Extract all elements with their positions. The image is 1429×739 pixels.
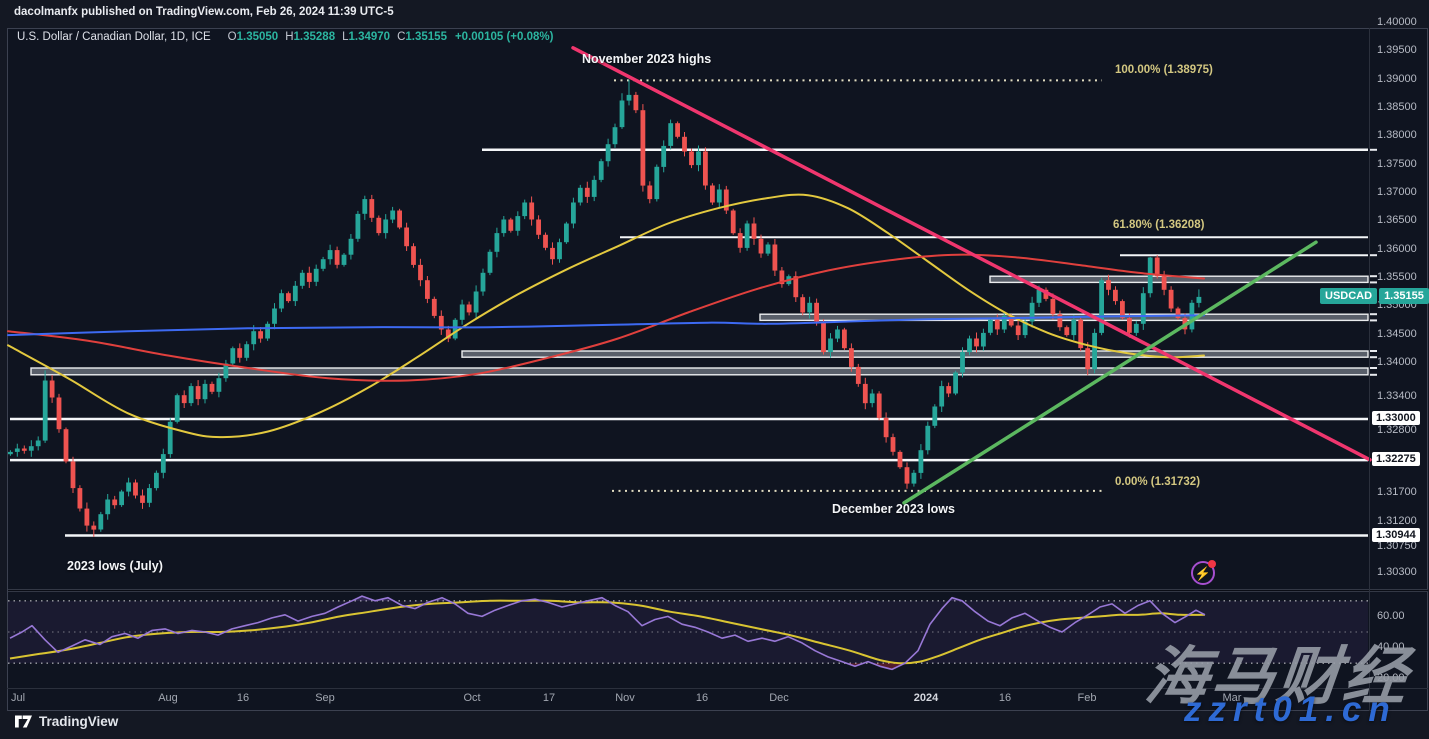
price-tick-label: 1.34000 <box>1377 355 1417 368</box>
price-tick-label: 1.38000 <box>1377 129 1417 142</box>
rsi-tick-label: 40.00 <box>1377 641 1405 654</box>
price-tick-label: 1.33400 <box>1377 389 1417 402</box>
price-tick-label: 1.38500 <box>1377 100 1417 113</box>
price-line-axis-label: 1.30944 <box>1372 527 1420 542</box>
time-tick-label: Mar <box>1222 692 1242 704</box>
annotation-november-2023-highs[interactable]: November 2023 highs <box>582 52 712 66</box>
time-tick-label: 17 <box>542 692 556 704</box>
notification-dot-icon <box>1208 560 1216 568</box>
publish-bar: dacolmanfx published on TradingView.com,… <box>14 6 394 18</box>
price-tick-label: 1.31700 <box>1377 486 1417 499</box>
time-tick-label: Dec <box>769 692 789 704</box>
symbol-title[interactable]: U.S. Dollar / Canadian Dollar, 1D, ICE <box>17 31 211 43</box>
ohlc-change: +0.00105 (+0.08%) <box>454 31 554 43</box>
ohlc-low-label: L <box>342 31 349 43</box>
time-tick-label: 16 <box>236 692 250 704</box>
time-axis-separator <box>7 688 1428 689</box>
price-tick-label: 1.34500 <box>1377 327 1417 340</box>
publish-bar-text: dacolmanfx published on TradingView.com,… <box>14 6 394 18</box>
price-tick-label: 1.37000 <box>1377 185 1417 198</box>
time-tick-label: Feb <box>1077 692 1097 704</box>
price-line-axis-label: 1.33000 <box>1372 411 1420 425</box>
technicals-gauge-button[interactable]: ⚡ <box>1191 560 1216 585</box>
annotation-2023-july-lows[interactable]: 2023 lows (July) <box>67 559 163 573</box>
time-tick-label: Nov <box>615 692 635 704</box>
time-tick-label: 16 <box>998 692 1012 704</box>
price-axis-separator <box>1369 28 1370 711</box>
price-tick-label: 1.35000 <box>1377 299 1417 312</box>
annotation-december-2023-lows[interactable]: December 2023 lows <box>832 502 955 516</box>
time-tick-label: 16 <box>695 692 709 704</box>
rsi-tick-label: 60.00 <box>1377 609 1405 622</box>
ohlc-open-label: O <box>227 31 237 43</box>
symbol-legend[interactable]: U.S. Dollar / Canadian Dollar, 1D, ICE O1… <box>17 31 553 43</box>
price-tick-label: 1.31200 <box>1377 514 1417 527</box>
ohlc-low-value: 1.34970 <box>348 31 391 43</box>
price-tick-label: 1.37500 <box>1377 157 1417 170</box>
tradingview-attribution[interactable]: TradingView <box>15 714 118 729</box>
ohlc-open-value: 1.35050 <box>236 31 279 43</box>
watermark-url-text: zzrt01.cn <box>1184 690 1397 729</box>
price-tick-label: 1.32800 <box>1377 423 1417 436</box>
price-tick-label: 1.39000 <box>1377 72 1417 85</box>
price-line-axis-label: 1.32275 <box>1372 452 1420 467</box>
rsi-tick-label: 20.00 <box>1377 672 1405 685</box>
ohlc-close-label: C <box>397 31 406 43</box>
tradingview-attribution-text: TradingView <box>39 714 119 729</box>
pane-separator[interactable] <box>8 589 1428 592</box>
price-tick-label: 1.30300 <box>1377 565 1417 578</box>
tradingview-logo-icon <box>15 715 32 728</box>
price-tick-label: 1.35500 <box>1377 270 1417 283</box>
price-tick-label: 1.39500 <box>1377 44 1417 57</box>
time-tick-label: Aug <box>158 692 178 704</box>
time-tick-label: Oct <box>463 692 481 704</box>
ohlc-close-value: 1.35155 <box>405 31 447 43</box>
chart-panel[interactable] <box>7 28 1428 711</box>
time-tick-label: Sep <box>315 692 335 704</box>
price-tick-label: 1.36000 <box>1377 242 1417 255</box>
lightning-icon: ⚡ <box>1194 565 1212 581</box>
price-tick-label: 1.40000 <box>1377 15 1417 28</box>
ohlc-high-label: H <box>285 31 294 43</box>
time-tick-label: Jul <box>10 692 26 704</box>
time-tick-label: 2024 <box>913 692 939 704</box>
price-tick-label: 1.30750 <box>1377 540 1417 553</box>
price-tick-label: 1.36500 <box>1377 214 1417 227</box>
ohlc-high-value: 1.35288 <box>293 31 336 43</box>
